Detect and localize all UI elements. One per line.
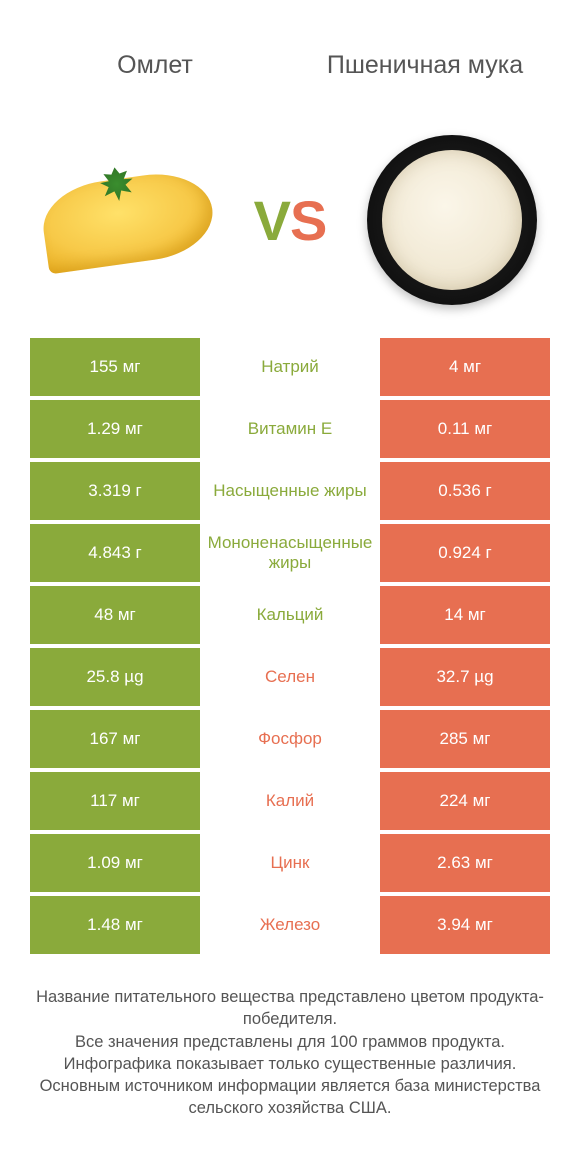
table-row: 1.09 мгЦинк2.63 мг (30, 834, 550, 892)
right-value-cell: 0.11 мг (380, 400, 550, 458)
left-value-cell: 1.29 мг (30, 400, 200, 458)
vs-label: VS (254, 188, 327, 253)
table-row: 48 мгКальций14 мг (30, 586, 550, 644)
footer-line-2: Все значения представлены для 100 граммо… (24, 1031, 556, 1053)
left-value-cell: 4.843 г (30, 524, 200, 582)
footer-line-4: Основным источником информации является … (24, 1075, 556, 1120)
right-product-image (362, 130, 542, 310)
right-value-cell: 224 мг (380, 772, 550, 830)
header-row: Омлет Пшеничная мука (0, 0, 580, 120)
vs-v: V (254, 189, 290, 252)
right-value-cell: 0.924 г (380, 524, 550, 582)
nutrient-label: Кальций (204, 586, 376, 644)
footer-line-3: Инфографика показывает только существенн… (24, 1053, 556, 1075)
right-value-cell: 32.7 µg (380, 648, 550, 706)
parsley-icon (98, 164, 136, 202)
left-value-cell: 167 мг (30, 710, 200, 768)
footer-line-1: Название питательного вещества представл… (24, 986, 556, 1031)
table-row: 167 мгФосфор285 мг (30, 710, 550, 768)
images-row: VS (0, 120, 580, 320)
left-value-cell: 117 мг (30, 772, 200, 830)
nutrient-label: Мононенасыщенные жиры (204, 524, 376, 582)
left-value-cell: 3.319 г (30, 462, 200, 520)
right-product-title: Пшеничная мука (290, 51, 560, 80)
left-value-cell: 1.48 мг (30, 896, 200, 954)
table-row: 4.843 гМононенасыщенные жиры0.924 г (30, 524, 550, 582)
nutrient-label: Железо (204, 896, 376, 954)
flour-illustration (382, 150, 522, 290)
nutrient-label: Натрий (204, 338, 376, 396)
left-value-cell: 1.09 мг (30, 834, 200, 892)
left-value-cell: 25.8 µg (30, 648, 200, 706)
right-value-cell: 4 мг (380, 338, 550, 396)
nutrient-label: Селен (204, 648, 376, 706)
right-value-cell: 2.63 мг (380, 834, 550, 892)
vs-s: S (290, 189, 326, 252)
right-value-cell: 14 мг (380, 586, 550, 644)
table-row: 3.319 гНасыщенные жиры0.536 г (30, 462, 550, 520)
right-value-cell: 285 мг (380, 710, 550, 768)
left-product-title: Омлет (20, 51, 290, 80)
nutrient-label: Витамин E (204, 400, 376, 458)
table-row: 25.8 µgСелен32.7 µg (30, 648, 550, 706)
nutrient-label: Цинк (204, 834, 376, 892)
footer-notes: Название питательного вещества представл… (0, 958, 580, 1120)
nutrient-label: Насыщенные жиры (204, 462, 376, 520)
left-value-cell: 155 мг (30, 338, 200, 396)
nutrient-label: Фосфор (204, 710, 376, 768)
bowl-illustration (367, 135, 537, 305)
right-value-cell: 0.536 г (380, 462, 550, 520)
nutrient-label: Калий (204, 772, 376, 830)
omelet-illustration (38, 166, 218, 274)
right-value-cell: 3.94 мг (380, 896, 550, 954)
table-row: 1.29 мгВитамин E0.11 мг (30, 400, 550, 458)
table-row: 1.48 мгЖелезо3.94 мг (30, 896, 550, 954)
left-product-image (38, 130, 218, 310)
left-value-cell: 48 мг (30, 586, 200, 644)
comparison-table: 155 мгНатрий4 мг1.29 мгВитамин E0.11 мг3… (0, 320, 580, 954)
table-row: 155 мгНатрий4 мг (30, 338, 550, 396)
table-row: 117 мгКалий224 мг (30, 772, 550, 830)
